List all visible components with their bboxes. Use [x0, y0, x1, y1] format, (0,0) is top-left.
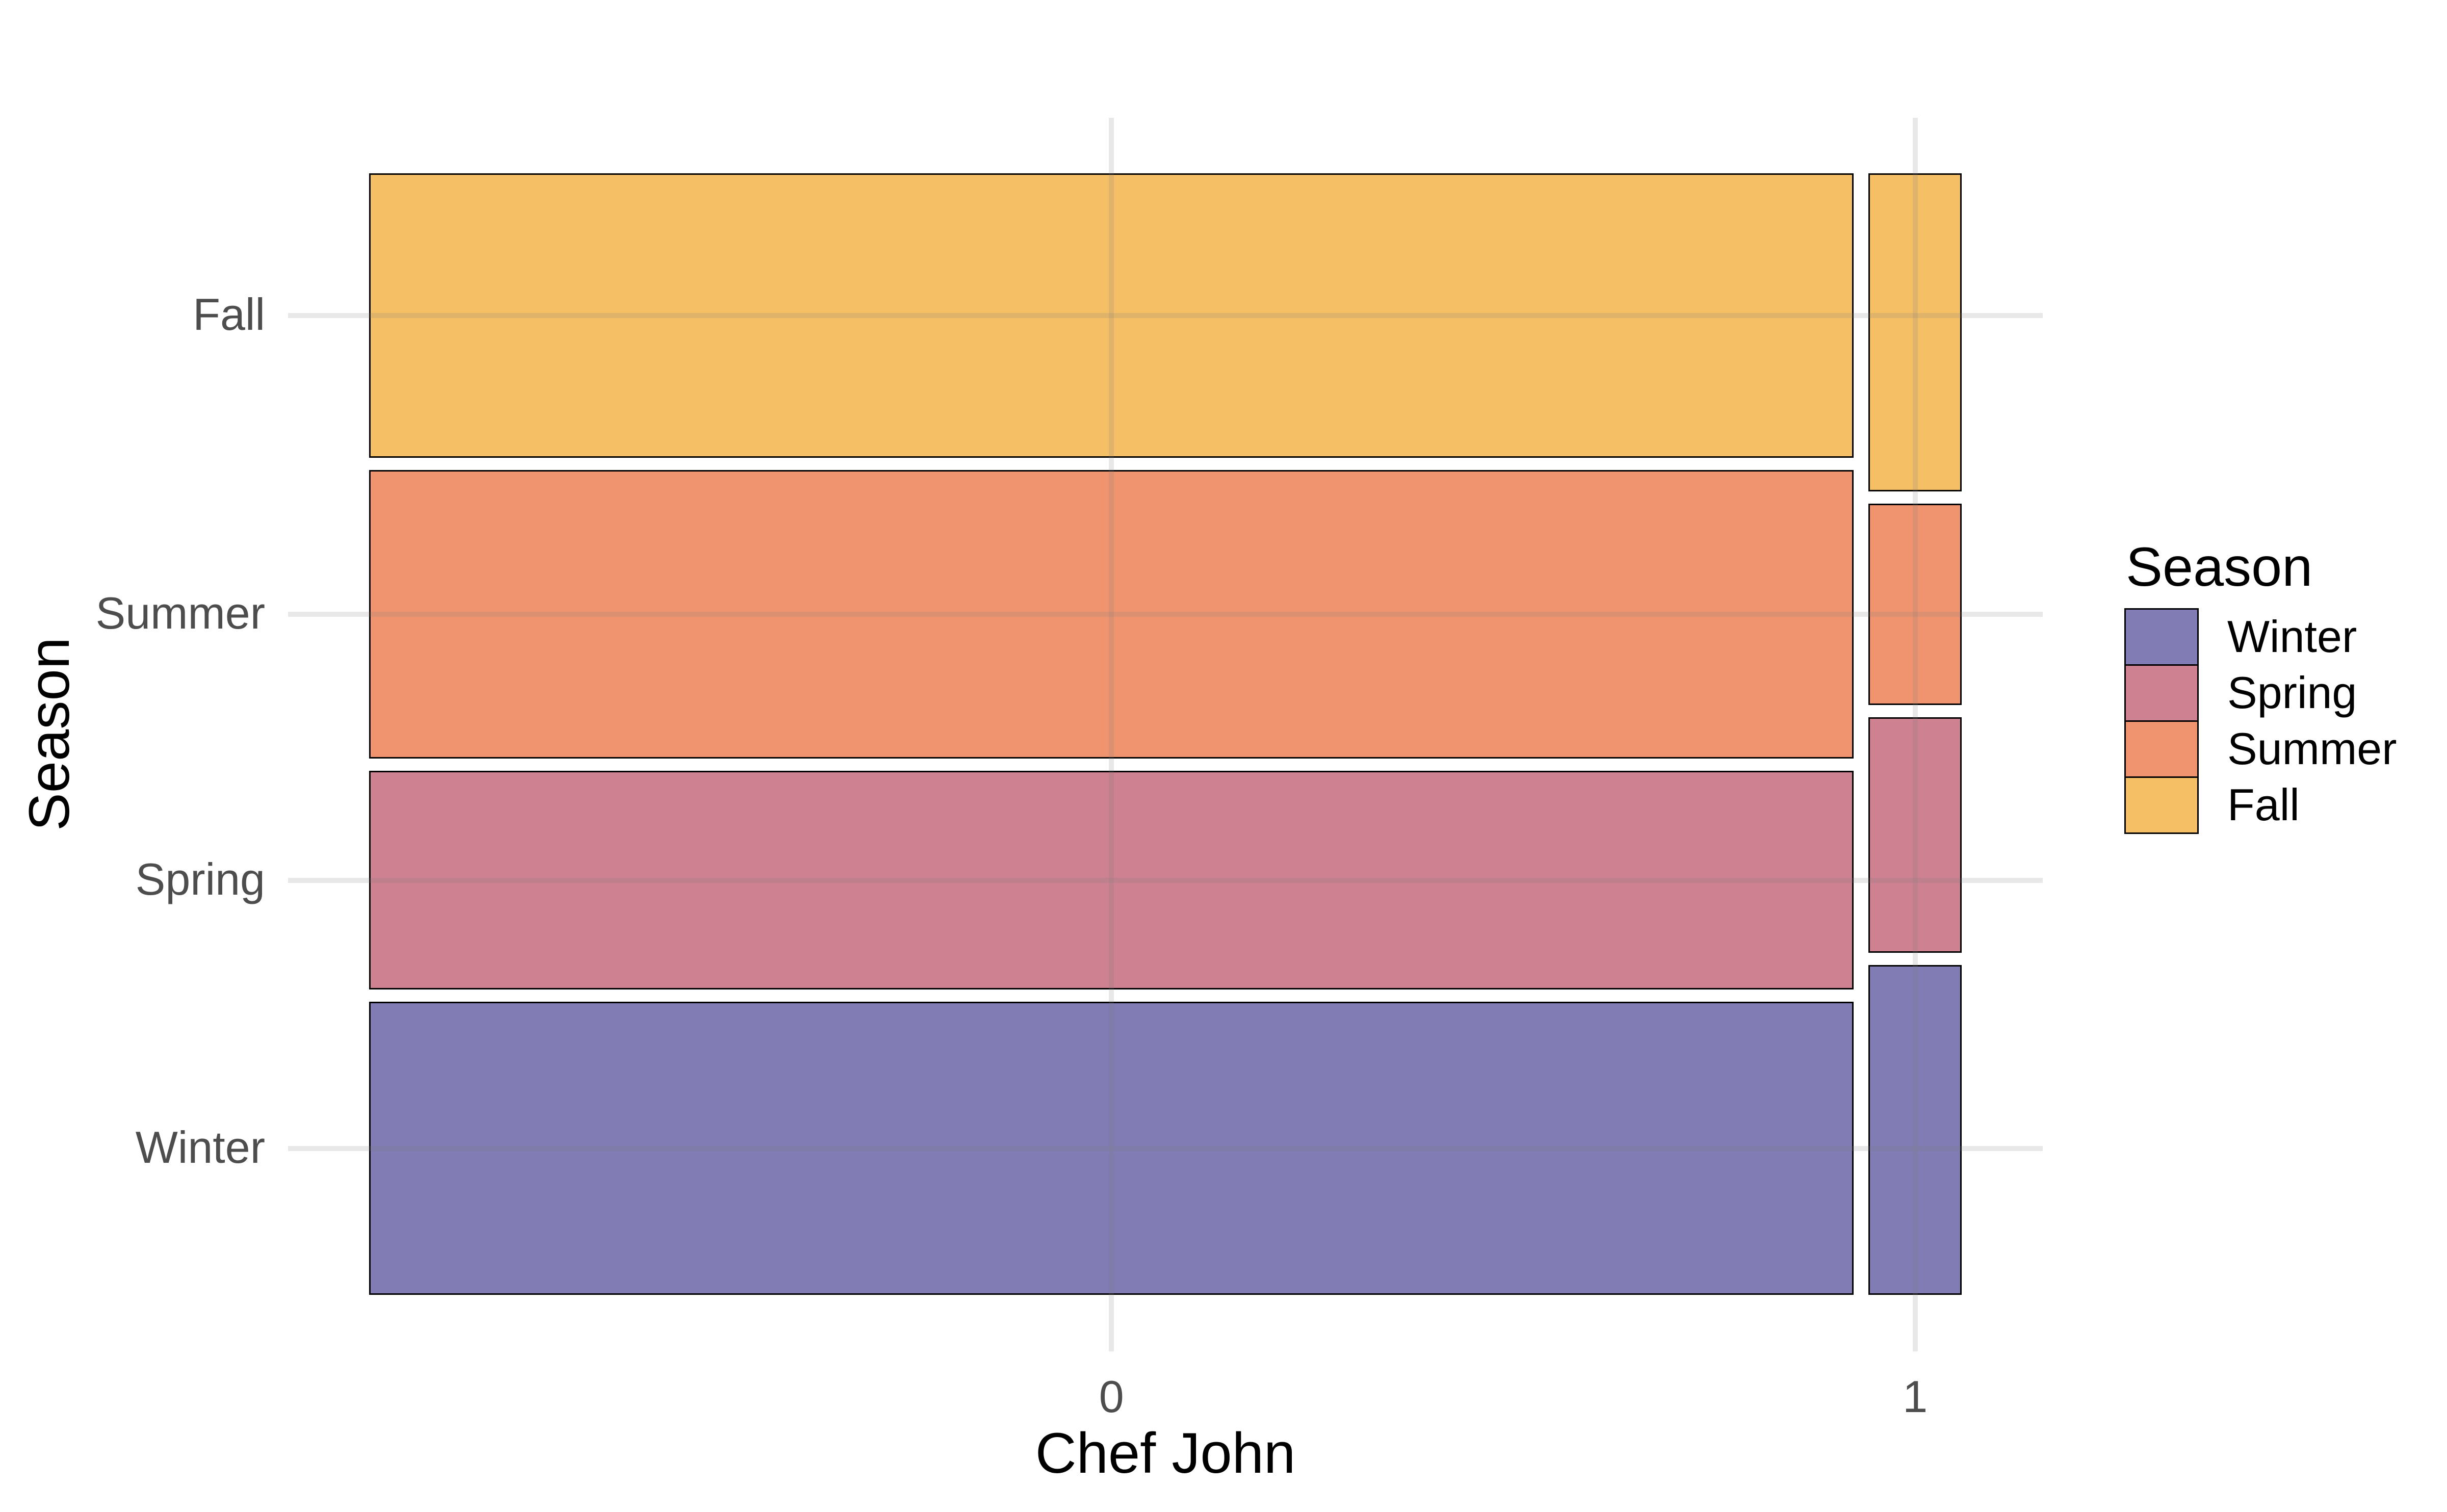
legend-key-summer — [2124, 720, 2199, 778]
mosaic-segment-spring-chefjohn1 — [1868, 717, 1962, 953]
mosaic-segment-winter-chefjohn0 — [369, 1002, 1854, 1295]
mosaic-segment-winter-chefjohn1 — [1868, 965, 1962, 1295]
x-tick-label-1: 1 — [1903, 1371, 1928, 1422]
y-tick-label-spring: Spring — [135, 853, 265, 904]
legend-key-fall — [2124, 776, 2199, 834]
mosaic-segment-fall-chefjohn0 — [369, 173, 1854, 458]
y-tick-label-fall: Fall — [193, 289, 265, 340]
y-tick-label-summer: Summer — [95, 587, 266, 638]
legend-label-winter: Winter — [2227, 611, 2357, 662]
legend-label-summer: Summer — [2227, 723, 2397, 774]
legend-label-fall: Fall — [2227, 779, 2300, 830]
legend-label-spring: Spring — [2227, 667, 2357, 718]
mosaic-segment-summer-chefjohn0 — [369, 470, 1854, 759]
legend-key-spring — [2124, 664, 2199, 722]
legend-key-winter — [2124, 608, 2199, 666]
legend-title: Season — [2126, 536, 2313, 597]
mosaic-segment-fall-chefjohn1 — [1868, 173, 1962, 491]
mosaic-segment-spring-chefjohn0 — [369, 770, 1854, 990]
y-axis-title: Season — [17, 637, 81, 831]
y-tick-label-winter: Winter — [135, 1122, 265, 1172]
x-tick-label-0: 0 — [1099, 1371, 1124, 1422]
x-axis-title: Chef John — [1035, 1421, 1296, 1485]
mosaic-segment-summer-chefjohn1 — [1868, 503, 1962, 706]
